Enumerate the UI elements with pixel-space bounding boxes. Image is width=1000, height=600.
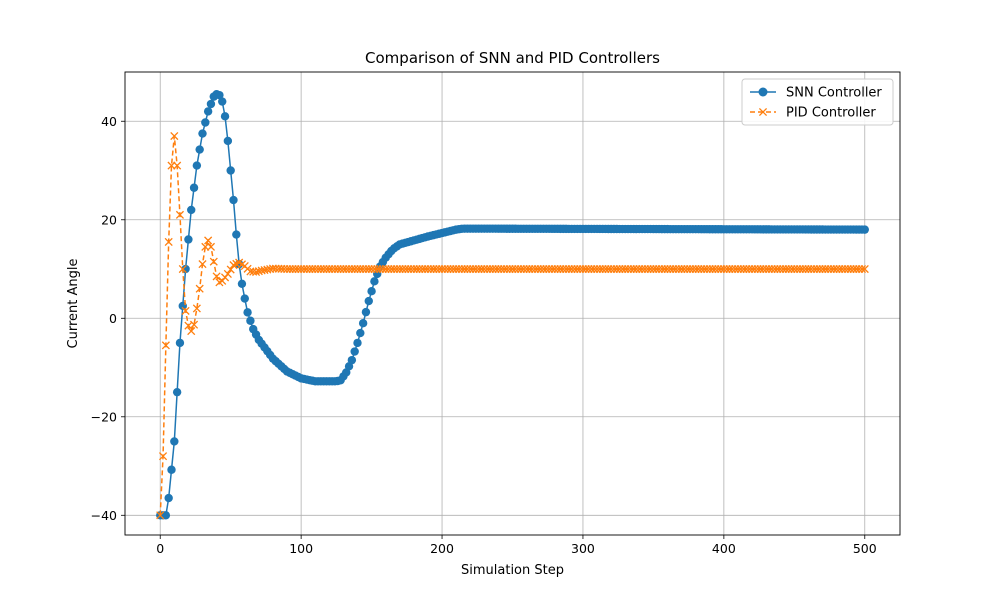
data-point: [161, 511, 171, 520]
data-point: [243, 308, 252, 317]
data-point: [204, 236, 213, 245]
data-point: [187, 327, 196, 336]
data-point: [246, 316, 255, 325]
data-point: [220, 112, 230, 121]
data-point: [240, 294, 249, 303]
y-tick-label: 20: [101, 212, 117, 227]
data-point: [857, 264, 867, 274]
data-point: [209, 257, 218, 266]
data-point: [175, 338, 185, 348]
tick-layer: 0 100 200 300 400 500 −40 −20 0 20 40: [91, 114, 877, 556]
data-point: [350, 347, 359, 356]
x-tick-label: 300: [571, 541, 595, 556]
legend-label-snn: SNN Controller: [786, 86, 882, 101]
data-point: [364, 296, 373, 306]
data-point: [170, 131, 179, 141]
data-point: [347, 355, 357, 365]
data-point: [237, 279, 247, 288]
data-point: [223, 136, 233, 146]
x-tick-label: 100: [289, 541, 313, 556]
data-point: [356, 328, 365, 338]
data-point: [218, 97, 227, 106]
data-point: [212, 272, 221, 281]
legend-box: [741, 78, 894, 126]
data-point: [195, 145, 204, 154]
data-point: [223, 269, 232, 279]
x-tick-label: 0: [156, 541, 164, 556]
y-tick-label: −40: [91, 508, 117, 523]
data-point: [178, 264, 187, 274]
data-point: [170, 437, 179, 446]
data-point: [184, 235, 193, 244]
data-point: [198, 260, 207, 269]
data-point: [860, 264, 869, 274]
data-point: [172, 387, 182, 397]
data-point: [175, 210, 185, 219]
data-point: [158, 452, 168, 461]
data-point: [358, 319, 368, 328]
data-point: [164, 493, 173, 503]
data-point: [161, 341, 170, 350]
data-point: [201, 118, 210, 127]
data-point: [173, 161, 182, 170]
data-point: [167, 465, 176, 474]
data-point: [353, 338, 362, 348]
data-point: [189, 183, 199, 192]
data-point: [229, 195, 238, 205]
legend: SNN Controller PID Controller: [741, 78, 894, 126]
data-point: [206, 242, 216, 251]
data-point: [187, 205, 196, 215]
data-point: [192, 161, 202, 170]
data-point: [195, 284, 204, 293]
data-point: [181, 306, 190, 315]
x-axis-label: Simulation Step: [461, 563, 564, 578]
x-tick-label: 500: [853, 541, 877, 556]
data-point: [232, 230, 241, 239]
y-tick-label: 40: [101, 114, 117, 129]
data-point: [198, 129, 207, 138]
legend-label-pid: PID Controller: [786, 106, 876, 121]
y-axis-label: Current Angle: [66, 259, 81, 349]
data-point: [860, 225, 869, 234]
data-point: [189, 320, 199, 329]
x-tick-label: 400: [712, 541, 736, 556]
data-point: [215, 90, 224, 100]
legend-marker-snn: [758, 87, 768, 97]
data-point: [192, 304, 201, 313]
series-snn: [156, 89, 869, 520]
data-point: [206, 99, 216, 109]
data-point: [203, 107, 213, 116]
data-point: [226, 166, 235, 175]
series-layer: [156, 89, 869, 520]
data-point: [367, 286, 376, 296]
data-point: [156, 511, 165, 520]
x-tick-label: 200: [430, 541, 454, 556]
legend-marker-pid: [758, 107, 768, 117]
y-tick-label: 0: [109, 311, 117, 326]
series-pid: [156, 131, 869, 520]
data-point: [361, 307, 371, 317]
data-point: [164, 237, 173, 246]
plot-frame: [124, 71, 901, 536]
data-point: [370, 277, 379, 286]
y-tick-label: −20: [91, 409, 117, 424]
chart-title: Comparison of SNN and PID Controllers: [365, 49, 660, 67]
